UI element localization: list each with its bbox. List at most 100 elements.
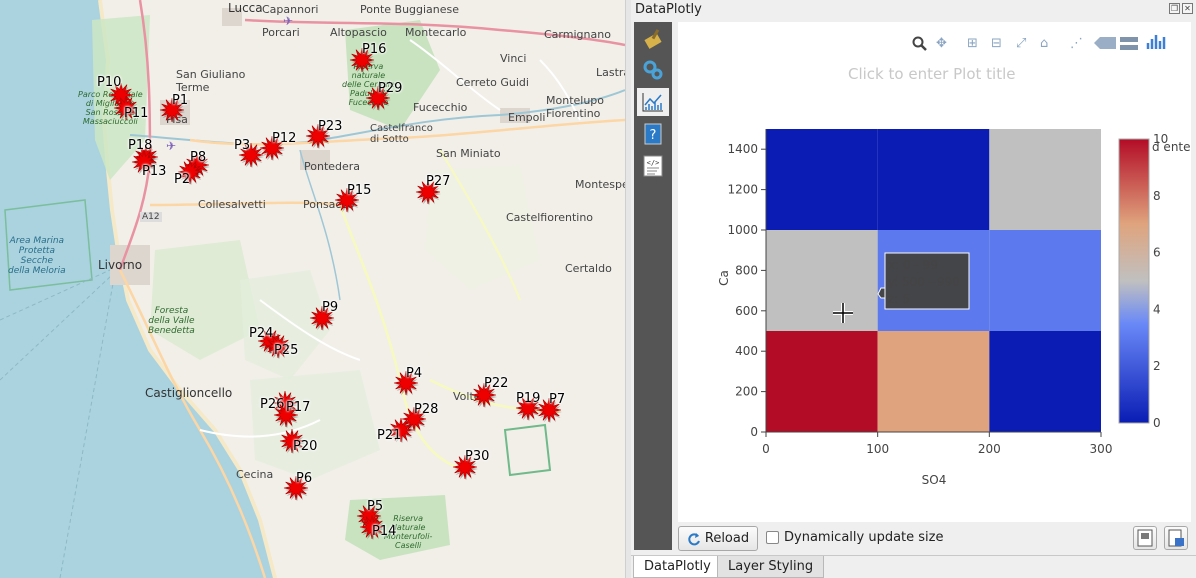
plot-title-placeholder[interactable]: Click to enter Plot title [848,65,1016,83]
map-label-san-giuliano: San Giuliano Terme [176,68,246,94]
plotly-logo-icon[interactable] [1146,34,1168,54]
map-point-label: P13 [142,164,167,179]
map-point-marker[interactable] [471,382,497,408]
heatmap-cell[interactable] [766,129,878,230]
map-label-a12: A12 [140,212,162,222]
map-point-marker[interactable] [349,47,375,73]
map-point-marker[interactable] [365,85,391,111]
save-html-icon [1168,529,1184,547]
map-label-lastra: Lastra [596,66,625,79]
map-point-marker[interactable] [452,454,478,480]
help-button[interactable]: ? [637,120,669,148]
star-marker-icon [388,417,414,443]
heatmap-cell[interactable] [766,230,878,331]
map-point-marker[interactable] [305,123,331,149]
map-point-label: P8 [190,150,207,165]
settings-button[interactable] [637,56,669,84]
home-icon[interactable]: ⌂ [1040,36,1049,51]
map-point-marker[interactable] [131,149,157,175]
heatmap-cell[interactable] [989,230,1101,331]
star-marker-icon [283,475,309,501]
map-label-monterufoli: Riserva Naturale Monterufoli- Caselli [384,514,433,550]
hover-compare-icon[interactable] [1118,36,1140,56]
map-point-marker[interactable] [401,406,427,432]
map-point-marker[interactable] [265,333,291,359]
heatmap-cell[interactable] [989,331,1101,432]
zoom-in-icon[interactable]: ⊞ [967,36,978,51]
close-button[interactable]: ✕ [1182,3,1193,14]
code-button[interactable]: </> [637,152,669,180]
y-tick-label: 1000 [727,223,758,237]
map-point-label: P1 [172,93,189,108]
colorbar-tick-label: 4 [1153,302,1161,316]
map-point-label: P14 [372,524,397,539]
map-point-marker[interactable] [359,514,385,540]
colorbar-tick-label: 6 [1153,246,1161,260]
tab-layer-styling[interactable]: Layer Styling [717,556,825,578]
star-marker-icon [415,179,441,205]
map-background [0,0,625,578]
map-point-marker[interactable] [393,370,419,396]
map-point-marker[interactable] [238,142,264,168]
colorbar-tick-label: 0 [1153,416,1161,430]
map-point-marker[interactable] [259,135,285,161]
y-tick-label: 400 [735,344,758,358]
map-point-label: P24 [249,326,274,341]
help-icon: ? [644,123,662,145]
clear-button[interactable] [637,24,669,52]
colorbar-tick-label: 2 [1153,359,1161,373]
map-point-label: P19 [516,391,541,406]
map-canvas[interactable]: Lucca Capannori Ponte Buggianese Altopas… [0,0,625,578]
hover-closest-icon[interactable] [1093,36,1117,54]
star-marker-icon [349,47,375,73]
autoscale-icon[interactable]: ⤢ [1016,36,1027,51]
spike-lines-icon[interactable]: ⋰ [1070,36,1083,51]
map-label-foresta: Foresta della Valle Benedetta [148,306,195,336]
reload-button[interactable]: Reload [678,526,758,551]
heatmap-cell[interactable] [989,129,1101,230]
save-as-image-button[interactable] [1133,526,1157,550]
map-label-san-miniato: San Miniato [436,147,501,160]
bottom-bar: Reload Dynamically update size [678,526,1191,552]
map-point-marker[interactable] [415,179,441,205]
map-label-collesalvetti: Collesalvetti [198,198,266,211]
map-point-marker[interactable] [536,397,562,423]
zoom-out-icon[interactable]: ⊟ [991,36,1002,51]
map-label-capannori: Capannori [262,3,319,16]
map-point-marker[interactable] [279,428,305,454]
map-point-label: P27 [426,174,451,189]
plot-area[interactable]: ✥ ⊞ ⊟ ⤢ ⌂ ⋰ Click to enter Plot title 0 200 400… [678,22,1191,522]
map-point-marker[interactable] [334,187,360,213]
map-point-marker[interactable] [177,159,203,185]
star-marker-icon [452,454,478,480]
dynamic-size-checkbox[interactable] [766,531,779,544]
pan-icon[interactable]: ✥ [936,36,947,51]
map-point-marker[interactable] [273,402,299,428]
heatmap-cell[interactable] [877,129,990,230]
map-point-label: P11 [124,106,149,121]
code-icon: </> [643,155,663,177]
settings-icon [643,60,663,80]
map-point-label: P23 [318,119,343,134]
star-marker-icon [309,305,335,331]
star-marker-icon [365,85,391,111]
map-point-marker[interactable] [309,305,335,331]
save-as-html-button[interactable] [1164,526,1188,550]
float-button[interactable]: ❐ [1169,3,1180,14]
map-point-marker[interactable] [515,395,541,421]
heatmap-cell[interactable] [766,331,878,432]
map-point-marker[interactable] [159,97,185,123]
map-point-label: P18 [128,138,153,153]
colorbar-title-placeholder[interactable]: d ente [1152,140,1191,154]
tab-dataplotly[interactable]: DataPlotly [633,556,722,578]
star-marker-icon [131,149,157,175]
map-point-marker[interactable] [113,95,139,121]
map-point-marker[interactable] [283,475,309,501]
plot-button[interactable] [637,88,669,116]
dock-splitter[interactable] [625,0,631,578]
map-point-marker[interactable] [388,417,414,443]
map-point-label: P9 [322,300,339,315]
heatmap-cell[interactable] [877,331,990,432]
zoom-icon[interactable] [912,36,928,56]
